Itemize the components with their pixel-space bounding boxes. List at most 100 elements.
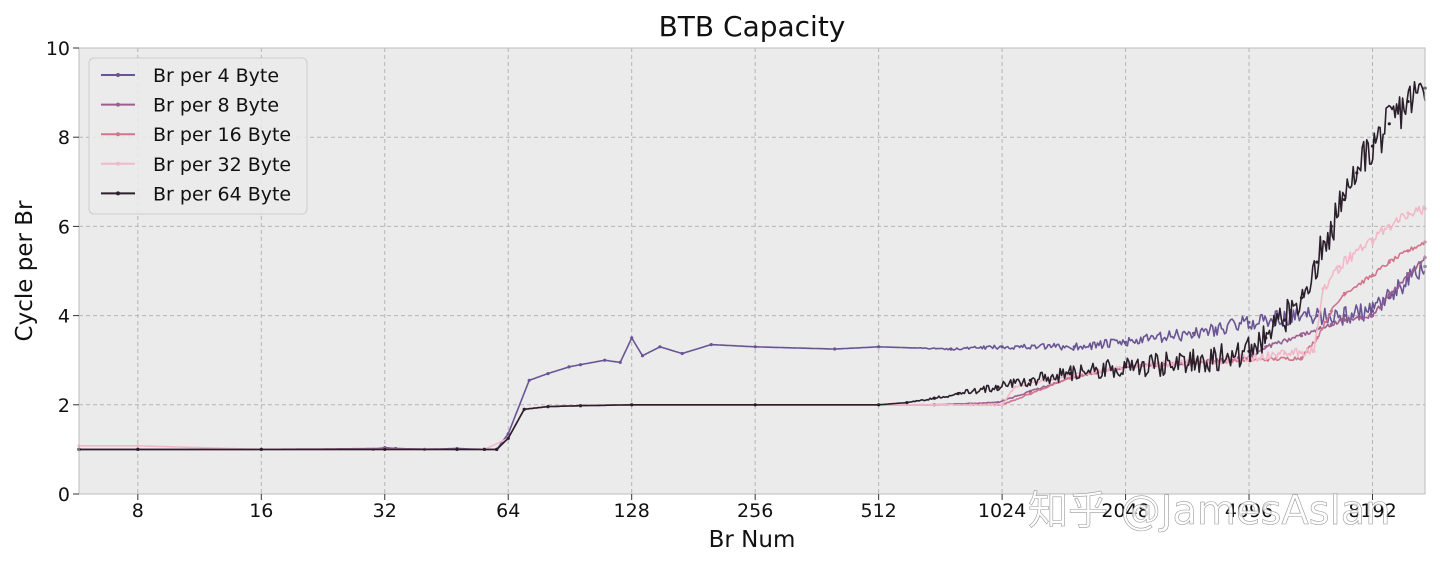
series-point xyxy=(1124,365,1128,369)
series-point xyxy=(455,447,459,451)
series-point xyxy=(680,351,684,356)
series-point xyxy=(1192,360,1196,364)
y-tick-label: 4 xyxy=(58,306,70,328)
series-point xyxy=(956,392,960,396)
series-point xyxy=(1299,334,1304,338)
legend-marker xyxy=(116,161,120,166)
series-point xyxy=(630,403,634,407)
series-point xyxy=(1315,314,1319,318)
series-layer xyxy=(77,81,1427,451)
x-tick-label: 1024 xyxy=(978,500,1026,522)
series-point xyxy=(136,447,140,451)
series-point xyxy=(877,403,881,407)
legend-marker xyxy=(116,191,120,196)
x-tick-label: 32 xyxy=(373,500,397,522)
series-point xyxy=(1283,318,1287,322)
legend-label: Br per 64 Byte xyxy=(153,183,291,205)
series-point xyxy=(1000,403,1004,407)
series-point xyxy=(1387,122,1391,126)
series-point xyxy=(1124,340,1128,344)
legend-label: Br per 16 Byte xyxy=(153,124,291,146)
series-point xyxy=(932,396,936,400)
series-point xyxy=(1321,287,1325,291)
y-axis-label: Cycle per Br xyxy=(12,200,38,341)
legend-box xyxy=(88,57,308,215)
series-point xyxy=(905,401,909,405)
y-axis: 0 2 4 6 8 10 xyxy=(46,38,79,506)
legend-marker xyxy=(116,132,120,137)
series-point xyxy=(1000,345,1004,349)
series-point xyxy=(709,343,713,347)
y-tick-label: 2 xyxy=(58,395,70,417)
series-point xyxy=(546,372,550,376)
series-point xyxy=(1192,331,1196,335)
series-point xyxy=(630,336,634,340)
legend-label: Br per 8 Byte xyxy=(153,95,279,117)
series-point xyxy=(949,347,953,351)
legend-marker xyxy=(116,102,120,107)
series-point xyxy=(1355,171,1359,175)
series-point xyxy=(1342,314,1347,318)
legend-label: Br per 32 Byte xyxy=(153,154,291,176)
series-point xyxy=(1387,293,1391,298)
x-tick-label: 128 xyxy=(614,500,650,522)
series-point xyxy=(1406,211,1410,215)
x-tick-label: 16 xyxy=(249,500,273,522)
series-point xyxy=(1028,378,1032,382)
series-point xyxy=(1406,278,1410,282)
chart-title: BTB Capacity xyxy=(659,10,846,43)
y-tick-label: 8 xyxy=(58,127,70,149)
series-point xyxy=(495,447,499,451)
series-point xyxy=(1299,296,1304,300)
series-point xyxy=(996,385,1000,389)
series-point xyxy=(527,378,531,382)
series-point xyxy=(658,345,662,349)
y-tick-label: 6 xyxy=(58,216,70,238)
series-point xyxy=(1315,260,1319,264)
x-tick-label: 8192 xyxy=(1348,500,1396,522)
series-point xyxy=(1264,345,1268,349)
legend-label: Br per 4 Byte xyxy=(153,65,279,87)
series-point xyxy=(1337,264,1341,269)
series-point xyxy=(1329,224,1333,228)
x-axis-label: Br Num xyxy=(709,527,796,553)
series-point xyxy=(578,404,583,408)
series-point xyxy=(1028,389,1032,393)
series-point xyxy=(833,347,837,351)
series-point xyxy=(259,447,263,451)
series-point xyxy=(1028,392,1032,396)
series-point xyxy=(1329,309,1333,313)
series-point xyxy=(1068,372,1072,376)
series-point xyxy=(1406,99,1410,104)
series-point xyxy=(1283,316,1287,320)
series-point xyxy=(1342,198,1347,202)
series-point xyxy=(1342,318,1347,322)
series-point xyxy=(753,403,757,407)
y-tick-label: 10 xyxy=(46,38,70,60)
series-line xyxy=(79,81,1426,451)
x-axis: 8 16 32 64 128 256 512 1024 2048 4096 8192 xyxy=(132,494,1397,522)
series-point xyxy=(546,405,550,409)
series-point xyxy=(1013,385,1017,389)
series-point xyxy=(1312,349,1316,353)
series-point xyxy=(482,447,486,451)
series-point xyxy=(1370,309,1375,313)
series-point xyxy=(1247,320,1251,324)
x-tick-label: 2048 xyxy=(1101,500,1149,522)
series-point xyxy=(1342,291,1347,295)
plot-frame xyxy=(78,47,1426,495)
x-tick-label: 512 xyxy=(860,500,896,522)
series-point xyxy=(753,345,757,349)
x-tick-label: 256 xyxy=(737,500,773,522)
series-point xyxy=(1370,238,1375,242)
x-tick-label: 8 xyxy=(132,500,144,522)
series-point xyxy=(1387,224,1391,228)
series-point xyxy=(136,444,140,448)
watermark: 知乎 @JamesAslan xyxy=(1028,488,1391,534)
x-tick-label: 4096 xyxy=(1225,500,1273,522)
series-point xyxy=(1370,144,1375,148)
series-point xyxy=(1072,345,1076,349)
series-point xyxy=(506,436,510,440)
series-point xyxy=(640,354,645,358)
